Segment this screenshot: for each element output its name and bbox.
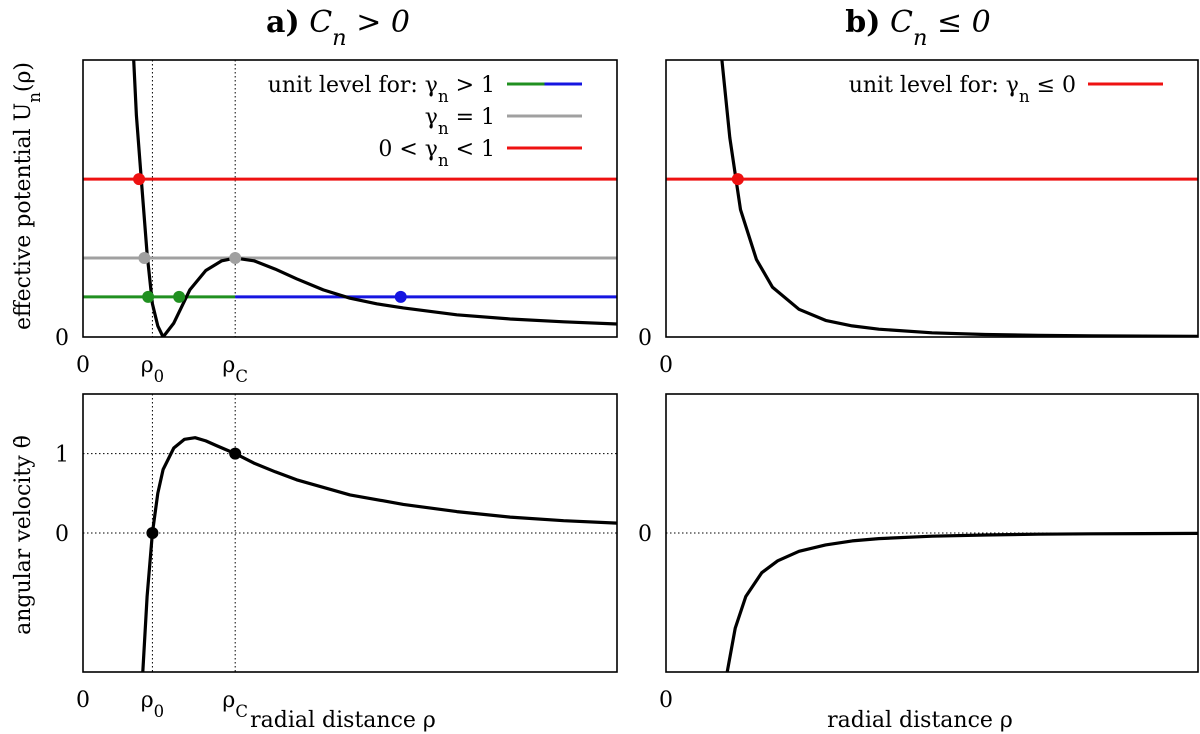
series-line [725,531,1198,672]
series-line [720,60,1198,337]
ylabel-top: effective potential Un(ρ) [11,62,44,330]
title-a-math: Cn > 0 [309,5,410,51]
x-tick-label: 0 [659,688,673,713]
legend-label: 0 < γn < 1 [378,137,495,170]
x-tick-label: 0 [76,353,90,378]
data-point [173,290,186,303]
y-tick-label: 0 [638,326,652,351]
data-point [731,173,744,186]
y-tick-label: 0 [55,522,69,547]
x-tick-label: 0 [659,353,673,378]
plot-frame [82,393,618,673]
plot-area [83,394,617,672]
x-tick-label: ρ0 [141,353,164,386]
title-b-math: Cn ≤ 0 [890,5,991,51]
x-tick-label: ρC [222,353,248,386]
data-point [146,527,159,539]
xlabel-bottom-left: radial distance ρ [250,708,436,733]
plot-frame [665,393,1199,673]
data-point [394,290,407,303]
x-tick-label: ρ0 [141,688,164,721]
data-point [133,173,146,186]
panel-top-right: 00 unit level for: γn ≤ 0 [638,59,1199,378]
data-point [142,290,155,303]
legend-label: unit level for: γn > 1 [268,73,495,106]
plot-area [83,60,617,337]
legend-label: γn = 1 [425,105,495,138]
y-tick-label: 1 [55,443,69,468]
panel-top-left: 00 ρ0 ρC unit level for: γn > 1γn = 10 < γn… [55,59,618,386]
data-point [229,447,242,460]
plot-area [666,531,1198,672]
x-tick-label: ρC [222,688,248,721]
panel-bottom-left: 0 1 0 ρ0 ρC [55,393,618,721]
plot-area [666,60,1198,337]
legend-label: unit level for: γn ≤ 0 [849,73,1076,106]
series-line [141,436,617,672]
data-point [138,252,151,265]
ylabel-bottom: angular velocity θ̇ [11,435,36,635]
y-tick-label: 0 [638,522,652,547]
xlabel-bottom-right: radial distance ρ [827,708,1013,733]
title-b-prefix: b) [845,5,880,40]
y-tick-label: 0 [55,326,69,351]
panel-bottom-right: 00 [638,393,1199,713]
data-point [229,252,242,265]
plot-frame [665,59,1199,338]
title-b: b) Cn ≤ 0 [845,5,990,51]
plot-frame [82,59,618,338]
x-tick-label: 0 [76,688,90,713]
title-a: a) Cn > 0 [266,5,410,51]
title-a-prefix: a) [266,5,300,40]
